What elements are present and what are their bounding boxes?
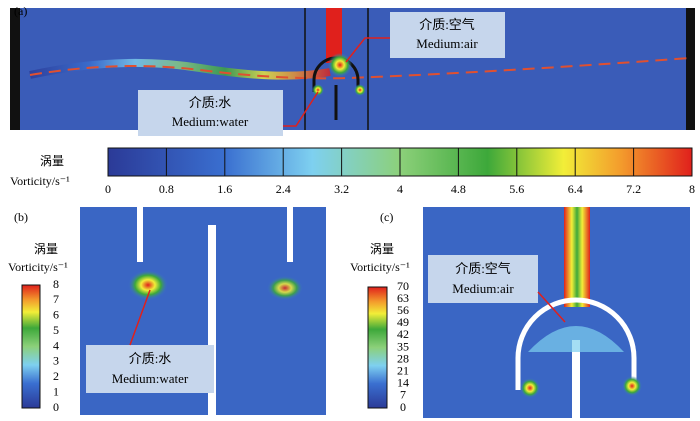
vortex xyxy=(520,378,540,398)
colorbar-tick-label: 3 xyxy=(53,354,59,368)
colorbar-tick-label: 5 xyxy=(53,323,59,337)
air-jet xyxy=(326,8,342,63)
colorbar-title: Vorticity/s⁻¹ xyxy=(10,174,70,188)
vortex xyxy=(128,270,168,300)
annotation: Medium:water xyxy=(112,371,189,386)
colorbar xyxy=(21,284,41,409)
colorbar-title: Vorticity/s⁻¹ xyxy=(350,260,410,274)
wall xyxy=(10,8,20,130)
air-jet xyxy=(564,207,590,307)
vortex xyxy=(328,53,352,77)
colorbar-tick-label: 4 xyxy=(397,182,403,196)
colorbar-tick-label: 4 xyxy=(53,338,59,352)
colorbar-tick-label: 7.2 xyxy=(626,182,641,196)
annotation: 介质:空气 xyxy=(455,261,511,276)
colorbar-tick-label: 4.8 xyxy=(451,182,466,196)
vortex-region xyxy=(528,326,624,352)
colorbar-tick-label: 8 xyxy=(53,277,59,291)
annotation-box xyxy=(86,345,214,393)
arrow xyxy=(283,91,319,127)
arrow xyxy=(345,37,390,63)
colorbar-tick-label: 6 xyxy=(53,308,59,322)
colorbar-tick-label: 56 xyxy=(397,303,409,317)
colorbar-tick-label: 42 xyxy=(397,327,409,341)
annotation: 介质:水 xyxy=(189,95,232,110)
colorbar-tick-label: 21 xyxy=(397,363,409,377)
panel-label: (b) xyxy=(14,210,28,224)
vortex xyxy=(312,84,324,96)
annotation: Medium:water xyxy=(172,114,249,129)
colorbar-tick-label: 6.4 xyxy=(568,182,583,196)
annotation: 介质:水 xyxy=(129,351,172,366)
colorbar-title: Vorticity/s⁻¹ xyxy=(8,260,68,274)
annotation-box xyxy=(428,255,538,303)
panel-c: (c) 介质:空气 Medium:air xyxy=(380,207,690,418)
colorbar-tick-label: 35 xyxy=(397,339,409,353)
colorbar-tick-label: 70 xyxy=(397,279,409,293)
colorbar-tick-label: 63 xyxy=(397,291,409,305)
colorbar-tick-label: 7 xyxy=(53,292,59,306)
colorbar xyxy=(367,286,388,409)
colorbar-tick-label: 49 xyxy=(397,315,409,329)
colorbar-title: 涡量 xyxy=(370,242,394,256)
vortex-band xyxy=(29,58,331,80)
colorbar-tick-label: 7 xyxy=(400,388,406,402)
colorbar-tick-label: 8 xyxy=(689,182,695,196)
arrow xyxy=(537,291,566,323)
annotation-box xyxy=(138,90,283,136)
colorbar-tick-label: 2 xyxy=(53,369,59,383)
colorbar-tick-label: 1.6 xyxy=(217,182,232,196)
colorbar-tick-label: 14 xyxy=(397,376,409,390)
vortex xyxy=(622,376,642,396)
colorbar-tick-label: 3.2 xyxy=(334,182,349,196)
panel-label: (a) xyxy=(14,4,27,18)
colorbar-tick-label: 0 xyxy=(400,400,406,414)
annotation: Medium:air xyxy=(452,281,514,296)
colorbar-tick-label: 2.4 xyxy=(276,182,291,196)
colorbar-title: 涡量 xyxy=(40,154,64,168)
colorbar-tick-label: 1 xyxy=(53,384,59,398)
baffle xyxy=(572,340,580,418)
vortex xyxy=(267,276,303,300)
annotation: Medium:air xyxy=(416,36,478,51)
panel-label: (c) xyxy=(380,210,393,224)
annotation-box xyxy=(390,12,505,58)
panel-b: (b) 介质:水 Medium:water xyxy=(14,207,326,415)
wall xyxy=(686,8,695,130)
colorbar-tick-label: 5.6 xyxy=(509,182,524,196)
arrow xyxy=(129,289,151,346)
field xyxy=(10,8,695,130)
colorbar-tick-label: 0 xyxy=(53,400,59,414)
baffle xyxy=(208,225,216,415)
panel-a: (a) 介质:空气 Medium:air 介质:水 Medium:water xyxy=(10,4,695,136)
vortex xyxy=(354,84,366,96)
colorbar-tick-label: 0.8 xyxy=(159,182,174,196)
nozzle xyxy=(515,297,637,390)
nozzle xyxy=(137,207,293,262)
interface xyxy=(29,57,691,80)
colorbar-title: 涡量 xyxy=(34,242,58,256)
colorbar-tick-label: 28 xyxy=(397,351,409,365)
annotation: 介质:空气 xyxy=(419,17,475,32)
colorbar-tick-label: 0 xyxy=(105,182,111,196)
